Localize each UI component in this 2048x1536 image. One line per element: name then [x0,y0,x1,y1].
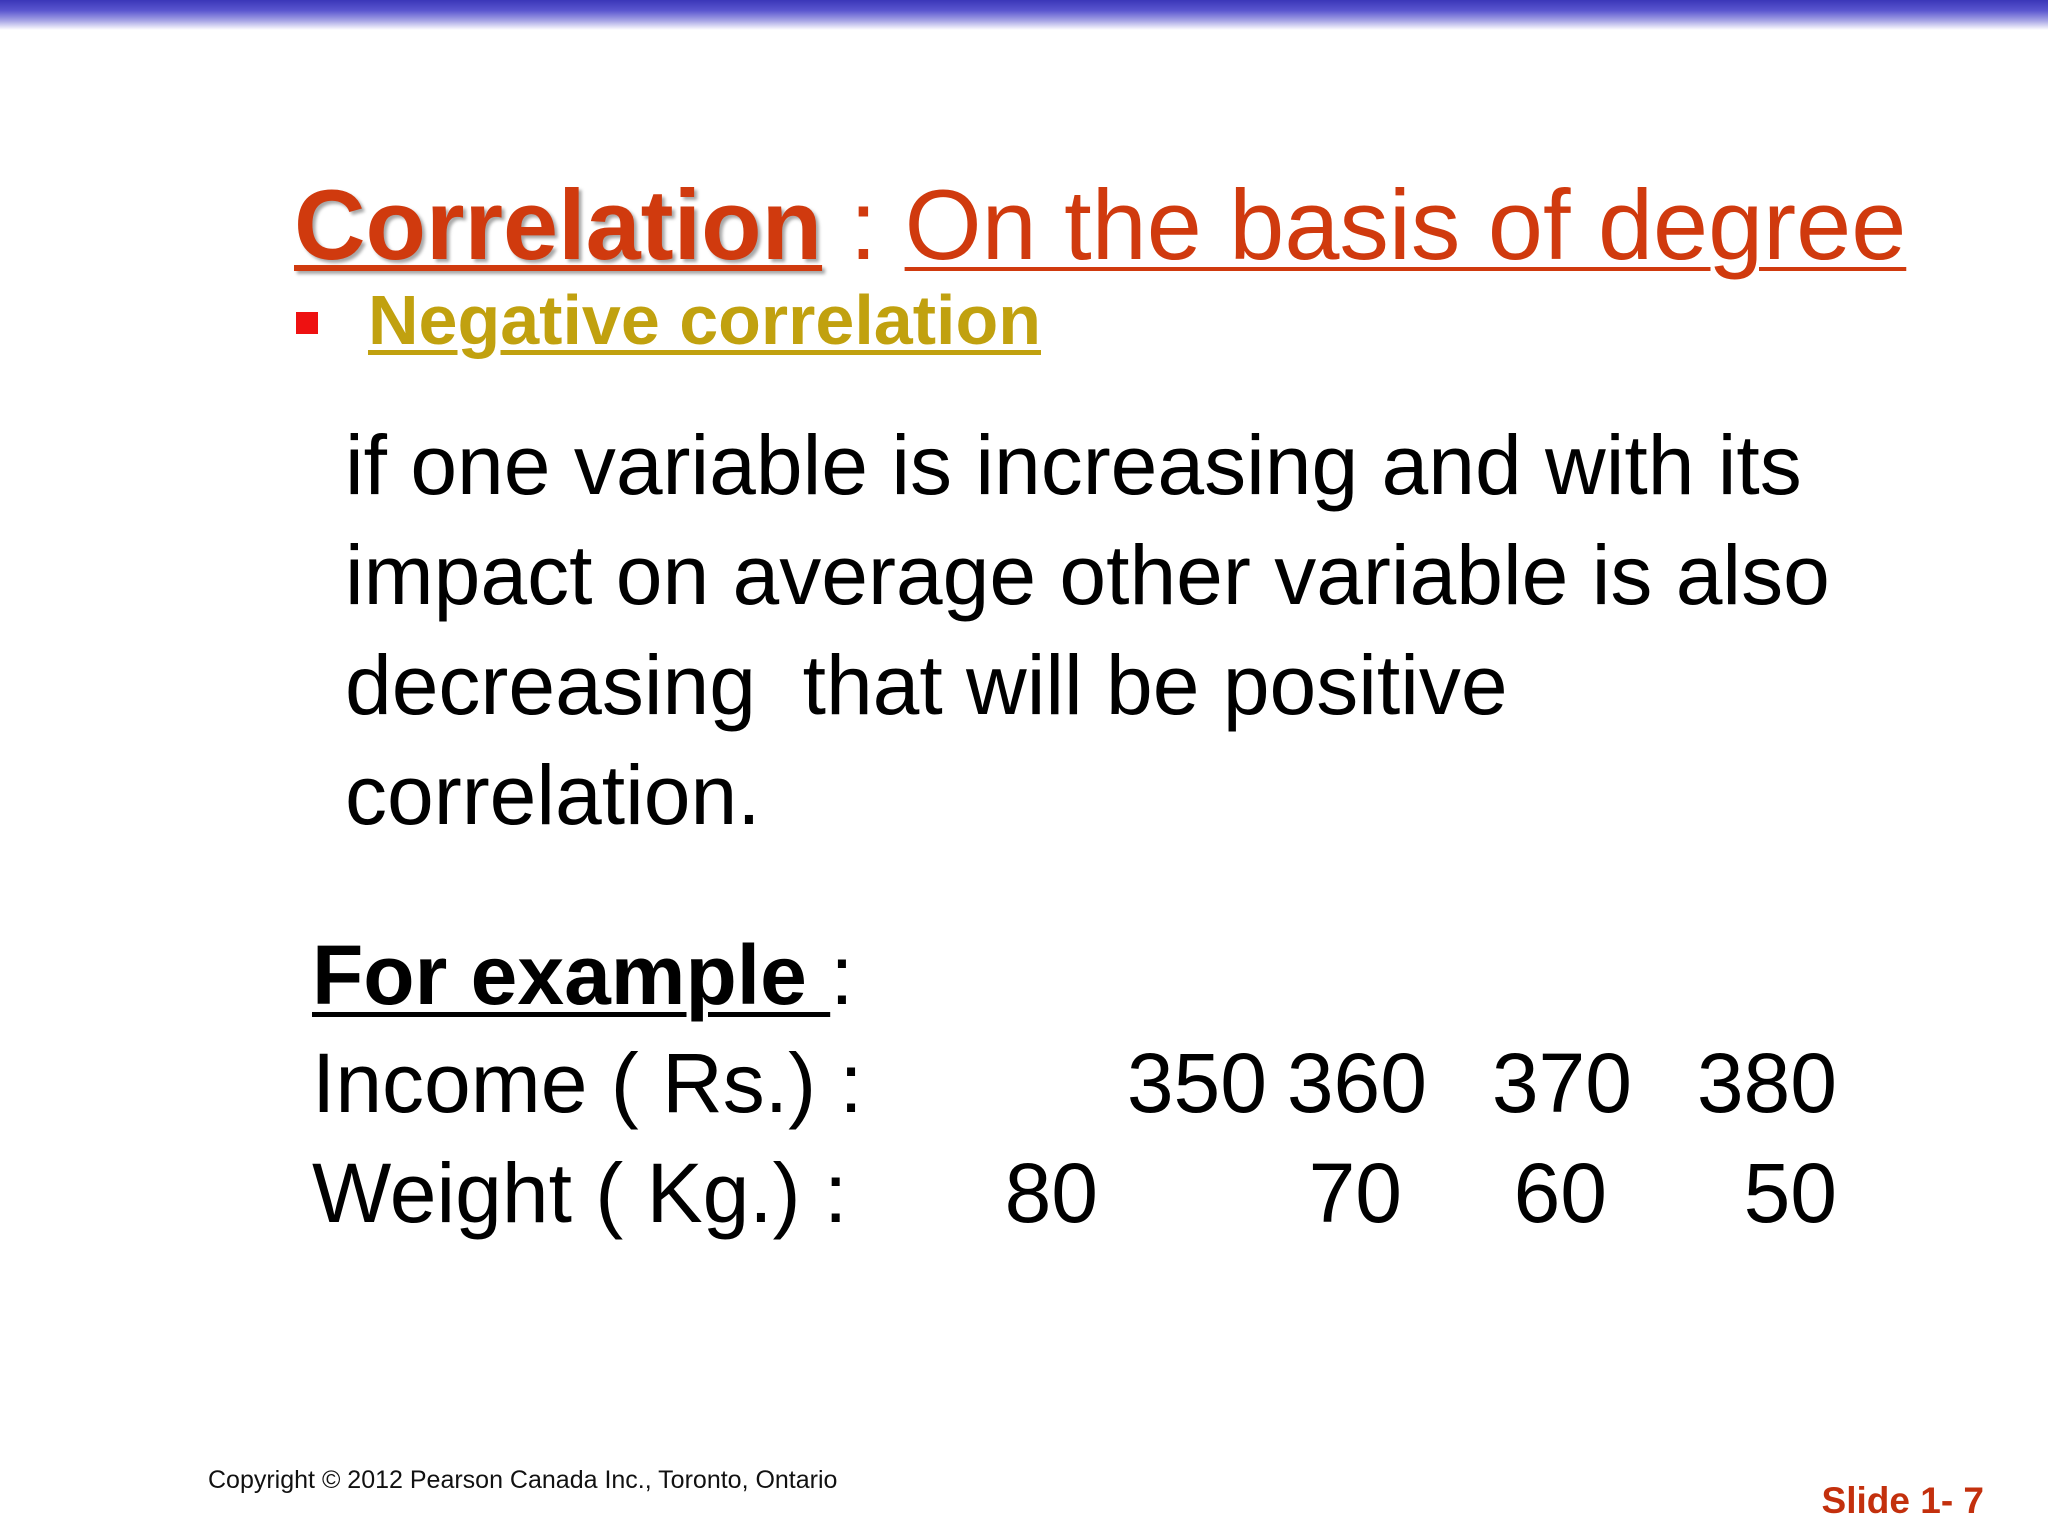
example-heading: For example : [312,920,854,1030]
definition-line: correlation. [345,748,761,842]
slide-title: Correlation : On the basis of degree [294,170,1906,280]
example-heading-label: For example [312,928,831,1022]
slide-title-main: Correlation [294,169,823,280]
weight-row: Weight ( Kg.) : 80 70 60 50 [312,1138,1837,1248]
example-heading-colon: : [830,928,854,1022]
slide-number: Slide 1- 7 [1821,1480,1984,1521]
weight-value: 70 [1308,1146,1402,1240]
weight-value: 50 [1743,1146,1837,1240]
definition-line: impact on average other variable is also [345,528,1830,622]
income-value: 380 [1696,1036,1837,1130]
slide-title-subtitle: On the basis of degree [904,169,1907,280]
weight-value: 80 [1004,1146,1098,1240]
bullet-item: Negative correlation [296,275,1041,365]
definition-line: if one variable is increasing and with i… [345,418,1802,512]
bullet-heading: Negative correlation [368,281,1041,359]
slide-title-separator: : [822,169,905,280]
definition-text: if one variable is increasing and with i… [345,410,1995,850]
copyright-notice: Copyright © 2012 Pearson Canada Inc., To… [208,1466,838,1494]
income-label: Income ( Rs.) : [312,1036,863,1130]
income-value: 350 [1126,1036,1267,1130]
income-row: Income ( Rs.) : 350 360 370 380 [312,1028,1837,1138]
definition-line: decreasing that will be positive [345,638,1508,732]
weight-label: Weight ( Kg.) : [312,1146,848,1240]
weight-value: 60 [1513,1146,1607,1240]
income-value: 360 [1286,1036,1427,1130]
income-value: 370 [1491,1036,1632,1130]
bullet-square-icon [296,312,318,334]
top-gradient-bar [0,0,2048,30]
